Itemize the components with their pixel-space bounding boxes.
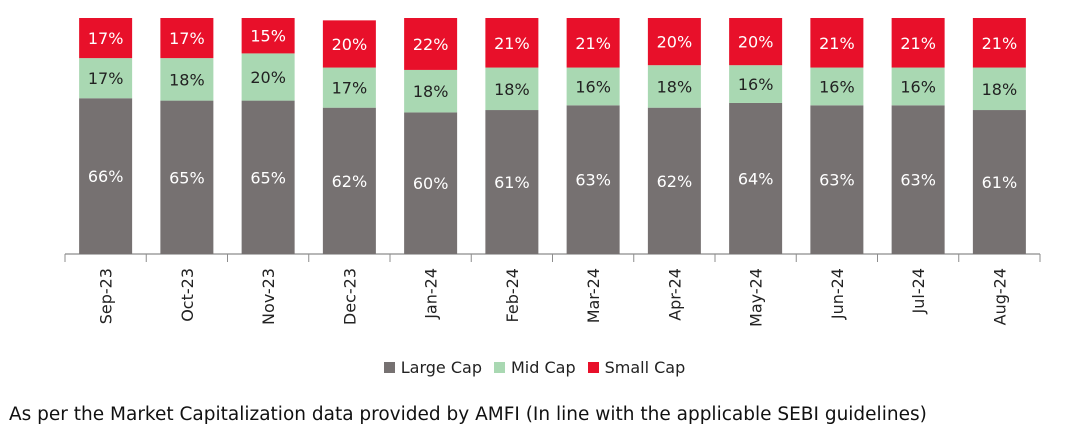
data-label-large-cap: 61% bbox=[982, 173, 1018, 192]
legend-label-large-cap: Large Cap bbox=[400, 358, 482, 377]
x-tick-label: Feb-24 bbox=[503, 268, 522, 322]
bar-mid-cap bbox=[566, 67, 620, 106]
bar-mid-cap bbox=[485, 67, 539, 111]
bar-mid-cap bbox=[810, 67, 864, 106]
legend-swatch-mid-cap bbox=[493, 362, 505, 373]
bar-small-cap bbox=[647, 18, 701, 66]
data-label-small-cap: 15% bbox=[250, 27, 286, 46]
bar-small-cap bbox=[566, 18, 620, 68]
data-label-large-cap: 62% bbox=[657, 172, 693, 191]
data-label-large-cap: 60% bbox=[413, 174, 449, 193]
data-label-large-cap: 63% bbox=[575, 171, 611, 190]
data-label-mid-cap: 17% bbox=[332, 79, 368, 98]
bar-mid-cap bbox=[891, 67, 945, 106]
footnote: As per the Market Capitalization data pr… bbox=[9, 404, 927, 425]
bar-mid-cap bbox=[79, 58, 133, 99]
data-label-small-cap: 17% bbox=[169, 29, 205, 48]
bar-mid-cap bbox=[972, 67, 1026, 111]
stacked-bar-chart: 66% 17% 17% Sep-23 65% 18% 17% Oct-23 65% 20% 15% N… bbox=[64, 18, 1041, 327]
bar-mid-cap bbox=[404, 69, 458, 113]
legend-swatch-large-cap bbox=[383, 362, 395, 373]
data-label-large-cap: 63% bbox=[819, 171, 855, 190]
bar-large-cap bbox=[891, 105, 945, 254]
data-label-small-cap: 21% bbox=[900, 34, 936, 53]
x-tick-label: Dec-23 bbox=[340, 268, 359, 325]
data-label-mid-cap: 16% bbox=[900, 77, 936, 96]
x-tick-label: Sep-23 bbox=[97, 268, 116, 324]
legend-swatch-small-cap bbox=[587, 362, 599, 373]
bar-small-cap bbox=[972, 18, 1026, 68]
bar-large-cap bbox=[729, 102, 783, 255]
bar-large-cap bbox=[485, 110, 539, 254]
x-tick-label: Apr-24 bbox=[665, 268, 684, 321]
chart-legend: Large Cap Mid Cap Small Cap bbox=[0, 358, 1069, 377]
bar-small-cap bbox=[810, 18, 864, 68]
x-tick-label: Oct-23 bbox=[178, 268, 197, 322]
bar-large-cap bbox=[322, 107, 376, 255]
bar-small-cap bbox=[729, 18, 783, 66]
data-label-large-cap: 62% bbox=[332, 172, 368, 191]
data-label-large-cap: 66% bbox=[88, 167, 124, 186]
data-label-small-cap: 17% bbox=[88, 29, 124, 48]
bar-mid-cap bbox=[241, 53, 295, 101]
data-label-small-cap: 20% bbox=[332, 35, 368, 54]
legend-label-mid-cap: Mid Cap bbox=[510, 358, 576, 377]
legend-item-small-cap: Small Cap bbox=[587, 358, 686, 377]
bar-small-cap bbox=[79, 18, 133, 59]
bar-large-cap bbox=[241, 100, 295, 254]
data-label-large-cap: 65% bbox=[169, 168, 205, 187]
data-label-small-cap: 21% bbox=[982, 34, 1018, 53]
data-label-large-cap: 63% bbox=[900, 171, 936, 190]
data-label-mid-cap: 20% bbox=[250, 68, 286, 87]
bar-mid-cap bbox=[729, 65, 783, 103]
data-label-small-cap: 21% bbox=[494, 34, 530, 53]
bar-large-cap bbox=[810, 105, 864, 254]
bar-large-cap bbox=[160, 100, 214, 254]
x-tick-label: Jul-24 bbox=[909, 268, 928, 314]
bar-small-cap bbox=[322, 20, 376, 68]
data-label-mid-cap: 16% bbox=[575, 77, 611, 96]
data-label-mid-cap: 18% bbox=[982, 80, 1018, 99]
x-tick-label: Aug-24 bbox=[990, 268, 1009, 325]
x-tick-label: Jun-24 bbox=[828, 268, 847, 320]
data-label-small-cap: 21% bbox=[575, 34, 611, 53]
bar-large-cap bbox=[404, 112, 458, 255]
bar-large-cap bbox=[566, 105, 620, 254]
data-label-small-cap: 21% bbox=[819, 34, 855, 53]
legend-item-large-cap: Large Cap bbox=[383, 358, 482, 377]
x-tick-label: Nov-23 bbox=[259, 268, 278, 325]
data-label-small-cap: 20% bbox=[738, 33, 774, 52]
data-label-large-cap: 64% bbox=[738, 169, 774, 188]
data-label-mid-cap: 16% bbox=[819, 77, 855, 96]
data-label-mid-cap: 18% bbox=[494, 80, 530, 99]
data-label-mid-cap: 18% bbox=[657, 77, 693, 96]
data-label-mid-cap: 16% bbox=[738, 75, 774, 94]
bar-mid-cap bbox=[647, 65, 701, 108]
data-label-large-cap: 65% bbox=[250, 168, 286, 187]
bar-small-cap bbox=[891, 18, 945, 68]
bar-small-cap bbox=[485, 18, 539, 68]
bar-large-cap bbox=[972, 110, 1026, 254]
bar-small-cap bbox=[241, 18, 295, 54]
data-label-mid-cap: 18% bbox=[169, 70, 205, 89]
bar-small-cap bbox=[160, 18, 214, 59]
bar-mid-cap bbox=[322, 67, 376, 108]
x-tick-label: Jan-24 bbox=[422, 268, 441, 320]
bar-small-cap bbox=[404, 18, 458, 70]
data-label-mid-cap: 17% bbox=[88, 69, 124, 88]
data-label-small-cap: 22% bbox=[413, 35, 449, 54]
legend-label-small-cap: Small Cap bbox=[604, 358, 686, 377]
bar-large-cap bbox=[79, 98, 133, 255]
data-label-mid-cap: 18% bbox=[413, 82, 449, 101]
legend-item-mid-cap: Mid Cap bbox=[493, 358, 576, 377]
x-tick-label: May-24 bbox=[747, 268, 766, 327]
data-label-large-cap: 61% bbox=[494, 173, 530, 192]
data-label-small-cap: 20% bbox=[657, 33, 693, 52]
bar-large-cap bbox=[647, 107, 701, 255]
x-tick-label: Mar-24 bbox=[584, 268, 603, 323]
bar-mid-cap bbox=[160, 58, 214, 101]
